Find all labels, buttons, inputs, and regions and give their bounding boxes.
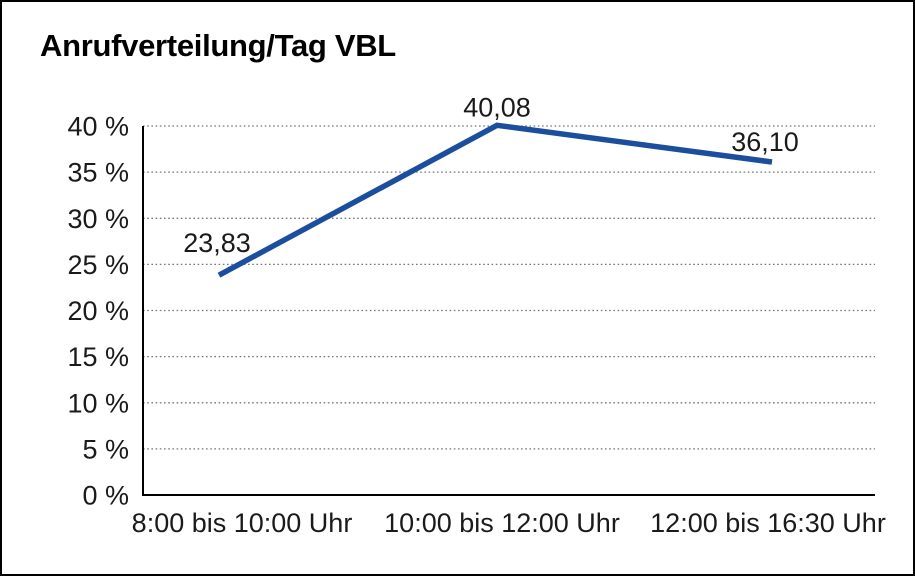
y-tick-label: 25 % — [67, 250, 129, 280]
x-category-label: 10:00 bis 12:00 Uhr — [384, 508, 620, 538]
y-tick-label: 0 % — [82, 481, 129, 511]
data-line — [217, 122, 773, 278]
y-tick-label: 35 % — [67, 158, 129, 188]
y-tick-label: 40 % — [67, 112, 129, 142]
x-category-label: 12:00 bis 16:30 Uhr — [650, 508, 886, 538]
y-tick-label: 20 % — [67, 296, 129, 326]
data-label: 36,10 — [731, 127, 799, 157]
y-tick-label: 30 % — [67, 204, 129, 234]
data-labels-group: 23,83 40,08 36,10 — [183, 92, 799, 258]
y-tick-label: 5 % — [82, 434, 129, 464]
data-label: 40,08 — [463, 92, 531, 122]
axes-group — [142, 126, 875, 496]
x-category-label: 8:00 bis 10:00 Uhr — [132, 508, 353, 538]
y-tick-label: 15 % — [67, 342, 129, 372]
gridlines-group — [143, 125, 875, 450]
data-label: 23,83 — [183, 228, 251, 258]
y-tick-label: 10 % — [67, 388, 129, 418]
chart-title: Anrufverteilung/Tag VBL — [40, 28, 396, 63]
series-group — [217, 122, 773, 278]
tick-labels-group: 0 % 5 % 10 % 15 % 20 % 25 % 30 % 35 % 40 % 8:00 b… — [67, 112, 885, 539]
